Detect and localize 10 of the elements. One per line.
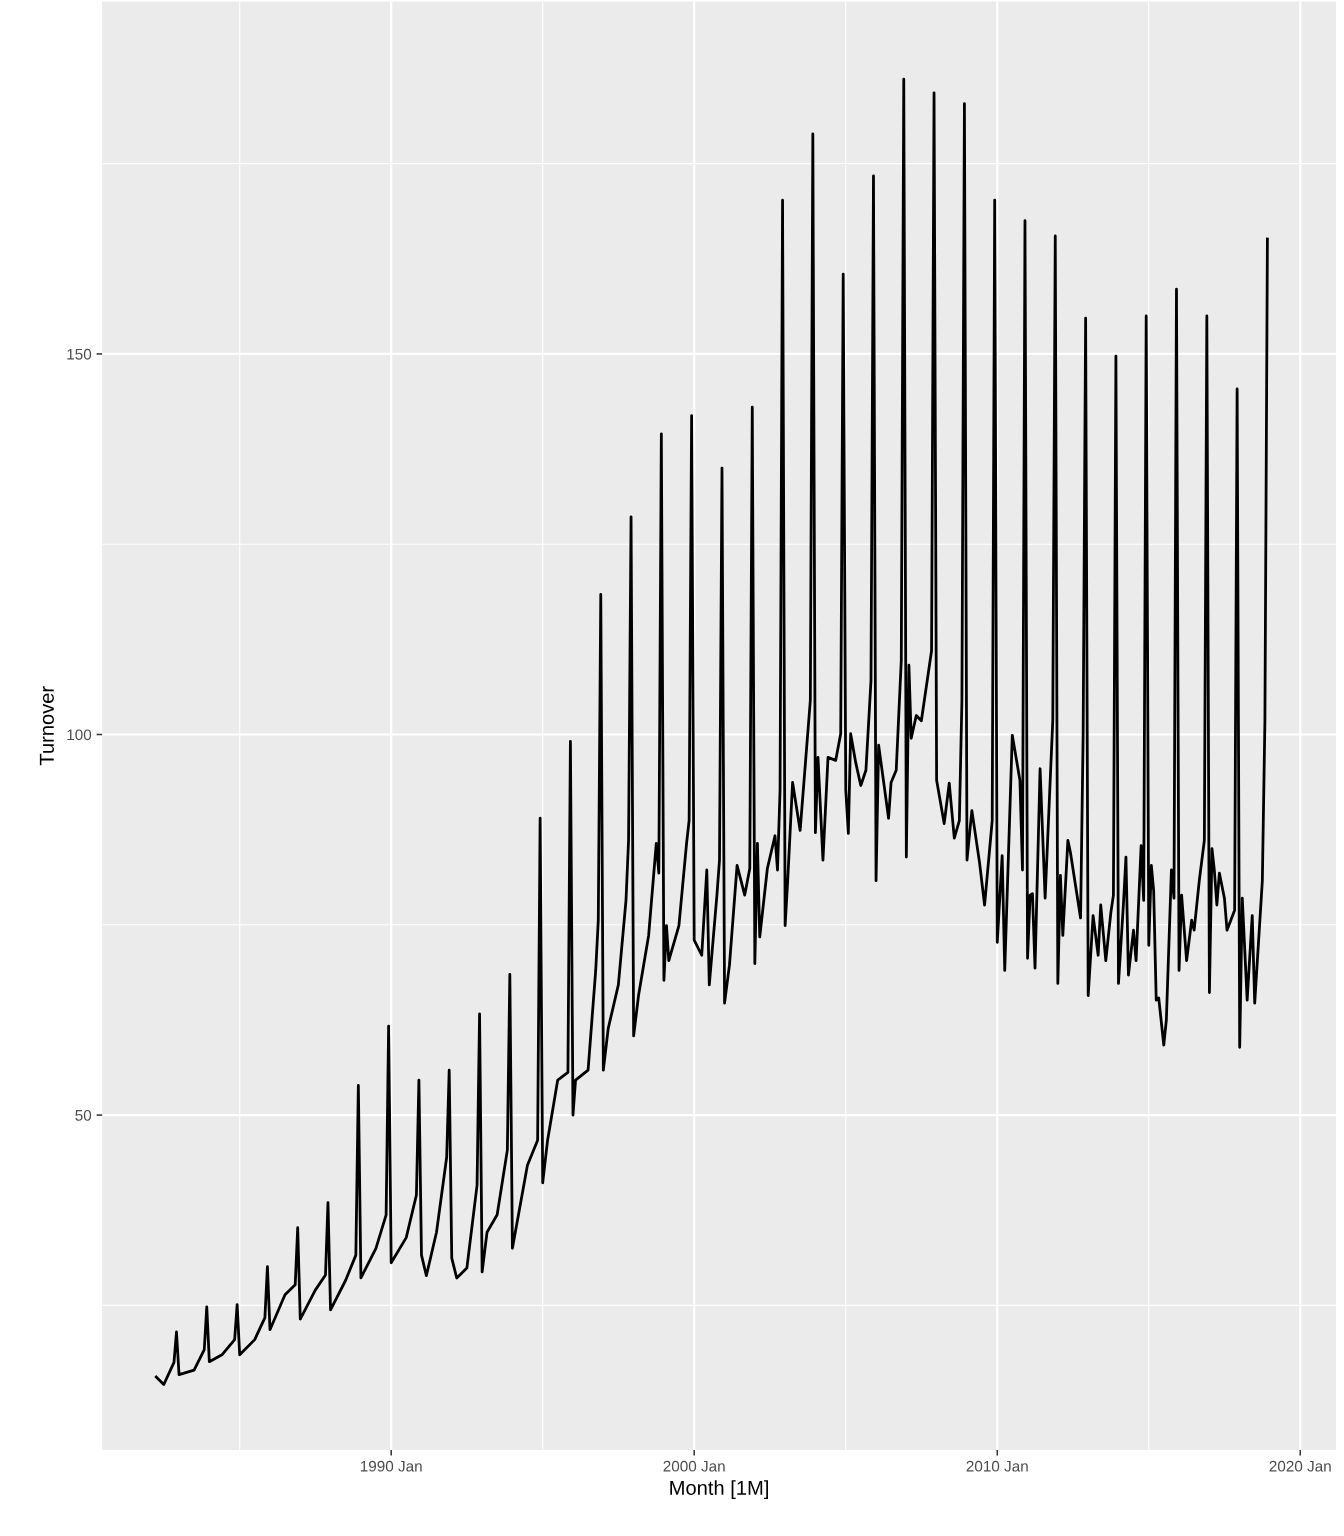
x-tick-label: 1990 Jan [360,1460,422,1472]
line-series [154,77,1269,1386]
x-axis-title: Month [1M] [670,1480,768,1499]
y-tick-label: 100 [67,729,92,741]
y-tick-label: 50 [75,1109,92,1121]
x-tick-label: 2020 Jan [1269,1460,1331,1472]
y-axis-title: Turnover [39,686,54,766]
x-tick-label: 2010 Jan [966,1460,1028,1472]
x-tick-label: 2000 Jan [663,1460,725,1472]
y-tick-label: 150 [67,348,92,360]
